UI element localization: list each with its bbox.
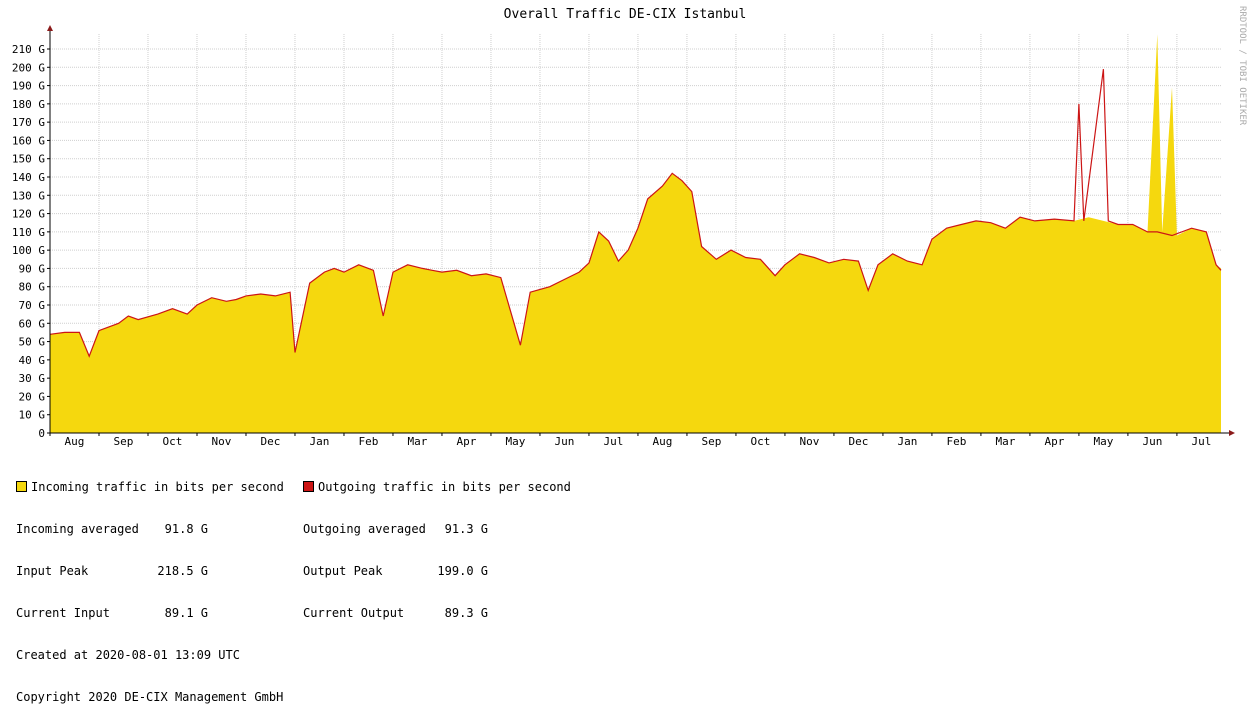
- output-peak-value: 199.0 G: [437, 564, 488, 578]
- x-tick-label: Feb: [946, 435, 966, 448]
- y-tick-label: 110 G: [12, 226, 45, 239]
- y-tick-label: 100 G: [12, 244, 45, 257]
- x-tick-label: Jan: [897, 435, 917, 448]
- x-tick-label: Mar: [408, 435, 428, 448]
- y-tick-label: 10 G: [19, 409, 46, 422]
- y-tick-label: 180 G: [12, 98, 45, 111]
- legend-outgoing: Outgoing traffic in bits per second: [303, 480, 571, 494]
- copyright: Copyright 2020 DE-CIX Management GmbH: [16, 690, 284, 704]
- y-tick-label: 200 G: [12, 61, 45, 74]
- y-tick-label: 60 G: [19, 317, 46, 330]
- y-tick-label: 160 G: [12, 134, 45, 147]
- outgoing-avg-value: 91.3 G: [444, 522, 488, 536]
- y-tick-label: 40 G: [19, 354, 46, 367]
- traffic-series: [49, 34, 1222, 434]
- output-peak-label: Output Peak: [303, 564, 383, 578]
- x-tick-label: Jun: [1142, 435, 1162, 448]
- legend-incoming-label: Incoming traffic in bits per second: [31, 480, 284, 494]
- x-tick-label: Aug: [653, 435, 673, 448]
- x-tick-label: Feb: [359, 435, 379, 448]
- y-tick-label: 120 G: [12, 208, 45, 221]
- outgoing-line: [49, 69, 1222, 358]
- y-tick-label: 140 G: [12, 171, 45, 184]
- x-tick-label: Oct: [751, 435, 771, 448]
- y-tick-label: 0: [38, 427, 45, 440]
- x-axis-ticks: Aug Sep Oct Nov Dec Jan Feb Mar Apr May Jun Jul Aug S…: [49, 433, 1211, 448]
- x-tick-label: Nov: [212, 435, 232, 448]
- x-tick-label: Jun: [555, 435, 575, 448]
- y-tick-label: 50 G: [19, 336, 46, 349]
- y-tick-label: 80 G: [19, 281, 46, 294]
- incoming-swatch: [16, 481, 27, 492]
- incoming-avg-value: 91.8 G: [164, 522, 208, 536]
- y-tick-label: 150 G: [12, 153, 45, 166]
- outgoing-avg-label: Outgoing averaged: [303, 522, 426, 536]
- current-output-label: Current Output: [303, 606, 405, 620]
- x-axis-arrow: [1229, 430, 1235, 436]
- input-peak-value: 218.5 G: [157, 564, 208, 578]
- y-axis-ticks: 0 10 G 20 G 30 G 40 G 50 G 60 G 70 G 80 G 90 G 100…: [12, 43, 50, 440]
- x-tick-label: Sep: [702, 435, 722, 448]
- legend-outgoing-label: Outgoing traffic in bits per second: [318, 480, 571, 494]
- x-tick-label: Oct: [163, 435, 183, 448]
- y-tick-label: 210 G: [12, 43, 45, 56]
- incoming-averaged-row: Incoming averaged 91.8 G: [16, 522, 284, 536]
- axes: [47, 25, 1235, 436]
- input-peak-label: Input Peak: [16, 564, 89, 578]
- x-tick-label: Nov: [799, 435, 819, 448]
- y-tick-label: 190 G: [12, 80, 45, 93]
- legend-block: Incoming traffic in bits per second Inco…: [16, 452, 284, 718]
- x-tick-label: Jan: [310, 435, 330, 448]
- x-tick-label: May: [1093, 435, 1113, 448]
- legend-incoming: Incoming traffic in bits per second: [16, 480, 284, 494]
- y-tick-label: 130 G: [12, 189, 45, 202]
- current-output-row: Current Output 89.3 G: [303, 606, 571, 620]
- x-tick-label: Jul: [1191, 435, 1211, 448]
- y-axis-arrow: [47, 25, 53, 31]
- incoming-avg-label: Incoming averaged: [16, 522, 139, 536]
- x-tick-label: Dec: [261, 435, 281, 448]
- x-tick-label: Aug: [65, 435, 85, 448]
- current-input-row: Current Input 89.1 G: [16, 606, 284, 620]
- current-input-label: Current Input: [16, 606, 110, 620]
- legend-block-outgoing: Outgoing traffic in bits per second Outg…: [303, 452, 571, 634]
- output-peak-row: Output Peak 199.0 G: [303, 564, 571, 578]
- y-tick-label: 90 G: [19, 262, 46, 275]
- x-tick-label: Jul: [604, 435, 624, 448]
- current-input-value: 89.1 G: [164, 606, 208, 620]
- current-output-value: 89.3 G: [444, 606, 488, 620]
- y-tick-label: 70 G: [19, 299, 46, 312]
- created-at: Created at 2020-08-01 13:09 UTC: [16, 648, 240, 662]
- y-tick-label: 170 G: [12, 116, 45, 129]
- outgoing-swatch: [303, 481, 314, 492]
- outgoing-averaged-row: Outgoing averaged 91.3 G: [303, 522, 571, 536]
- y-tick-label: 30 G: [19, 372, 46, 385]
- y-tick-label: 20 G: [19, 390, 46, 403]
- traffic-chart: Overall Traffic DE-CIX Istanbul 0 10 G 20 …: [12, 7, 1235, 448]
- x-tick-label: Sep: [114, 435, 134, 448]
- x-tick-label: Mar: [995, 435, 1015, 448]
- chart-title: Overall Traffic DE-CIX Istanbul: [504, 7, 747, 22]
- x-tick-label: May: [506, 435, 526, 448]
- input-peak-row: Input Peak 218.5 G: [16, 564, 284, 578]
- rrdtool-credit: RRDTOOL / TOBI OETIKER: [1237, 6, 1247, 126]
- x-tick-label: Dec: [848, 435, 868, 448]
- x-tick-label: Apr: [457, 435, 477, 448]
- x-tick-label: Apr: [1044, 435, 1064, 448]
